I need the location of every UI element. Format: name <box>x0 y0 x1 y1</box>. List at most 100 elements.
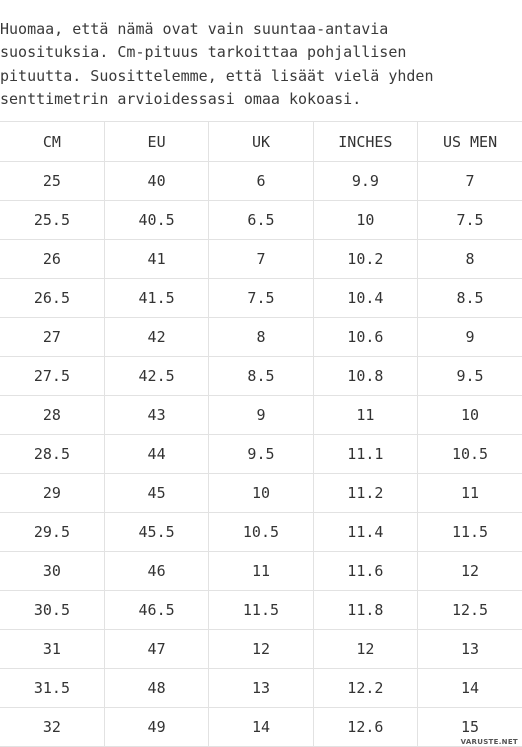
table-row: 26 41 7 10.2 8 <box>0 239 522 279</box>
cell-uk: 6.5 <box>208 200 314 240</box>
cell-inches: 11.8 <box>312 590 419 630</box>
table-row: 28.5 44 9.5 11.1 10.5 <box>0 434 522 474</box>
cell-cm: 28 <box>0 395 105 435</box>
cell-uk: 11 <box>208 551 314 591</box>
cell-uk: 6 <box>208 161 314 201</box>
cell-cm: 30.5 <box>0 590 105 630</box>
column-header-uk: UK <box>208 121 314 162</box>
table-row: 32 49 14 12.6 15 <box>0 707 522 747</box>
table-row: 31 47 12 12 13 <box>0 629 522 669</box>
cell-inches: 12.2 <box>312 668 419 708</box>
cell-eu: 48 <box>103 668 210 708</box>
table-row: 31.5 48 13 12.2 14 <box>0 668 522 708</box>
cell-cm: 31 <box>0 629 105 669</box>
cell-cm: 25 <box>0 161 105 201</box>
cell-us-men: 9 <box>417 317 522 357</box>
cell-uk: 10.5 <box>208 512 314 552</box>
cell-cm: 25.5 <box>0 200 105 240</box>
sizing-note-line: pituutta. Suosittelemme, että lisäät vie… <box>0 66 434 85</box>
cell-uk: 10 <box>208 473 314 513</box>
cell-uk: 8.5 <box>208 356 314 396</box>
cell-cm: 26 <box>0 239 105 279</box>
cell-eu: 49 <box>103 707 210 747</box>
cell-us-men: 11.5 <box>417 512 522 552</box>
sizing-note-line: senttimetrin arvioidessasi omaa kokoasi. <box>0 90 362 108</box>
size-chart-body: 25 40 6 9.9 7 25.5 40.5 6.5 10 7.5 26 41 7 10.2 8 26.5 4… <box>0 161 522 747</box>
cell-uk: 12 <box>208 629 314 669</box>
table-row: 25.5 40.5 6.5 10 7.5 <box>0 200 522 240</box>
header-row: CM EU UK INCHES US MEN <box>0 121 522 162</box>
cell-cm: 29 <box>0 473 105 513</box>
cell-us-men: 10.5 <box>417 434 522 474</box>
cell-us-men: 8 <box>417 239 522 279</box>
table-row: 30 46 11 11.6 12 <box>0 551 522 591</box>
cell-us-men: 10 <box>417 395 522 435</box>
cell-inches: 11.4 <box>312 512 419 552</box>
cell-eu: 41 <box>103 239 210 279</box>
cell-eu: 45 <box>103 473 210 513</box>
cell-eu: 46 <box>103 551 210 591</box>
sizing-note-line: Huomaa, että nämä ovat vain suuntaa-anta… <box>0 19 389 38</box>
cell-uk: 8 <box>208 317 314 357</box>
sizing-note-line: suosituksia. Cm-pituus tarkoittaa pohjal… <box>0 43 407 61</box>
cell-us-men: 8.5 <box>417 278 522 318</box>
column-header-us-men: US MEN <box>417 121 522 162</box>
cell-eu: 40 <box>103 161 210 201</box>
cell-inches: 10.4 <box>312 278 419 318</box>
cell-us-men: 9.5 <box>417 356 522 396</box>
column-header-cm: CM <box>0 121 105 162</box>
cell-inches: 10.6 <box>312 317 419 357</box>
table-row: 29.5 45.5 10.5 11.4 11.5 <box>0 512 522 552</box>
cell-cm: 28.5 <box>0 434 105 474</box>
sizing-note: Huomaa, että nämä ovat vain suuntaa-anta… <box>0 0 520 112</box>
cell-eu: 43 <box>103 395 210 435</box>
table-row: 27 42 8 10.6 9 <box>0 317 522 357</box>
cell-eu: 45.5 <box>103 512 210 552</box>
cell-inches: 10 <box>312 200 419 240</box>
cell-us-men: 11 <box>417 473 522 513</box>
cell-us-men: 12 <box>417 551 522 591</box>
cell-eu: 42.5 <box>103 356 210 396</box>
cell-eu: 40.5 <box>103 200 210 240</box>
watermark-logo: VARUSTE.NET <box>460 738 518 746</box>
table-row: 30.5 46.5 11.5 11.8 12.5 <box>0 590 522 630</box>
cell-uk: 11.5 <box>208 590 314 630</box>
table-row: 27.5 42.5 8.5 10.8 9.5 <box>0 356 522 396</box>
cell-eu: 41.5 <box>103 278 210 318</box>
size-chart-header: CM EU UK INCHES US MEN <box>0 121 522 162</box>
cell-us-men: 14 <box>417 668 522 708</box>
cell-inches: 11 <box>312 395 419 435</box>
cell-cm: 29.5 <box>0 512 105 552</box>
cell-cm: 30 <box>0 551 105 591</box>
cell-eu: 42 <box>103 317 210 357</box>
cell-uk: 14 <box>208 707 314 747</box>
cell-eu: 47 <box>103 629 210 669</box>
cell-inches: 11.2 <box>312 473 419 513</box>
cell-cm: 32 <box>0 707 105 747</box>
cell-uk: 7.5 <box>208 278 314 318</box>
column-header-eu: EU <box>103 121 210 162</box>
cell-uk: 13 <box>208 668 314 708</box>
cell-eu: 46.5 <box>103 590 210 630</box>
cell-inches: 10.2 <box>312 239 419 279</box>
cell-us-men: 13 <box>417 629 522 669</box>
cell-inches: 10.8 <box>312 356 419 396</box>
cell-us-men: 7 <box>417 161 522 201</box>
cell-cm: 26.5 <box>0 278 105 318</box>
cell-cm: 31.5 <box>0 668 105 708</box>
cell-uk: 9 <box>208 395 314 435</box>
cell-inches: 9.9 <box>312 161 419 201</box>
cell-inches: 12 <box>312 629 419 669</box>
cell-us-men: 15 <box>417 707 522 747</box>
cell-us-men: 12.5 <box>417 590 522 630</box>
table-row: 29 45 10 11.2 11 <box>0 473 522 513</box>
cell-cm: 27.5 <box>0 356 105 396</box>
cell-cm: 27 <box>0 317 105 357</box>
cell-inches: 11.6 <box>312 551 419 591</box>
cell-inches: 12.6 <box>312 707 419 747</box>
cell-inches: 11.1 <box>312 434 419 474</box>
cell-uk: 7 <box>208 239 314 279</box>
size-chart-table: CM EU UK INCHES US MEN 25 40 6 9.9 7 25.5 40.5… <box>0 121 522 747</box>
table-row: 26.5 41.5 7.5 10.4 8.5 <box>0 278 522 318</box>
table-row: 25 40 6 9.9 7 <box>0 161 522 201</box>
